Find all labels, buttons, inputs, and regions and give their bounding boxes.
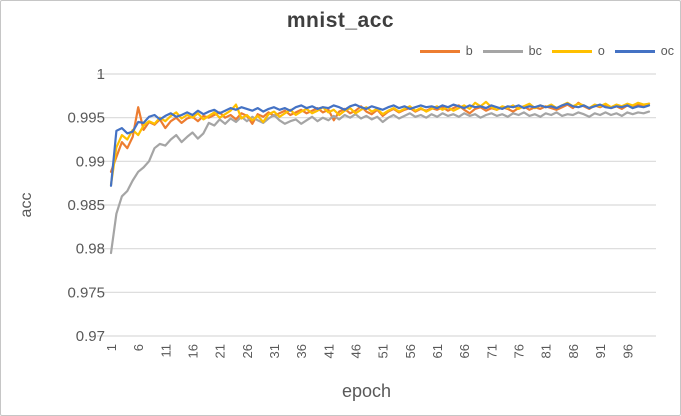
- x-tick-label: 41: [321, 344, 336, 358]
- legend-label-oc: oc: [660, 44, 674, 58]
- legend-item-oc[interactable]: oc: [614, 44, 674, 58]
- legend-label-o: o: [597, 44, 605, 58]
- x-tick-label: 11: [158, 344, 173, 358]
- series-line-bc[interactable]: [109, 110, 651, 255]
- x-tick-label: 51: [376, 344, 391, 358]
- y-tick-label: 0.99: [76, 153, 105, 170]
- x-tick-label: 6: [131, 344, 146, 351]
- x-tick-label: 81: [539, 344, 554, 358]
- y-axis-title: acc: [18, 193, 35, 218]
- legend-item-bc[interactable]: bc: [482, 44, 542, 58]
- y-tick-label: 0.975: [67, 284, 105, 301]
- x-tick-label: 71: [484, 344, 499, 358]
- x-tick-label: 56: [403, 344, 418, 358]
- x-tick-label: 26: [240, 344, 255, 358]
- x-axis-title: epoch: [342, 381, 391, 401]
- legend-item-b[interactable]: b: [419, 44, 473, 58]
- x-tick-label: 16: [186, 344, 201, 358]
- legend-swatch-oc: [614, 50, 655, 53]
- x-tick-label: 31: [267, 344, 282, 358]
- x-tick-label: 1: [104, 344, 119, 351]
- x-tick-label: 76: [512, 344, 527, 358]
- legend-swatch-b: [419, 50, 460, 53]
- legend: b bc o oc: [419, 44, 674, 58]
- y-tick-label: 1: [97, 66, 105, 83]
- legend-swatch-o: [551, 50, 592, 53]
- x-tick-label: 46: [349, 344, 364, 358]
- x-tick-label: 61: [430, 344, 445, 358]
- chart-title: mnist_acc: [286, 9, 395, 32]
- y-tick-label: 0.985: [67, 197, 105, 214]
- x-tick-label: 96: [620, 344, 635, 358]
- x-tick-label: 66: [457, 344, 472, 358]
- x-tick-label: 91: [593, 344, 608, 358]
- x-tick-label: 86: [566, 344, 581, 358]
- legend-label-bc: bc: [528, 44, 542, 58]
- y-tick-label: 0.995: [67, 110, 105, 127]
- x-tick-label: 36: [294, 344, 309, 358]
- y-tick-label: 0.97: [76, 328, 105, 345]
- series-line-oc[interactable]: [109, 102, 651, 187]
- legend-swatch-bc: [482, 50, 523, 53]
- y-tick-label: 0.98: [76, 241, 105, 258]
- legend-label-b: b: [465, 44, 473, 58]
- x-tick-label: 21: [213, 344, 228, 358]
- legend-item-o[interactable]: o: [551, 44, 605, 58]
